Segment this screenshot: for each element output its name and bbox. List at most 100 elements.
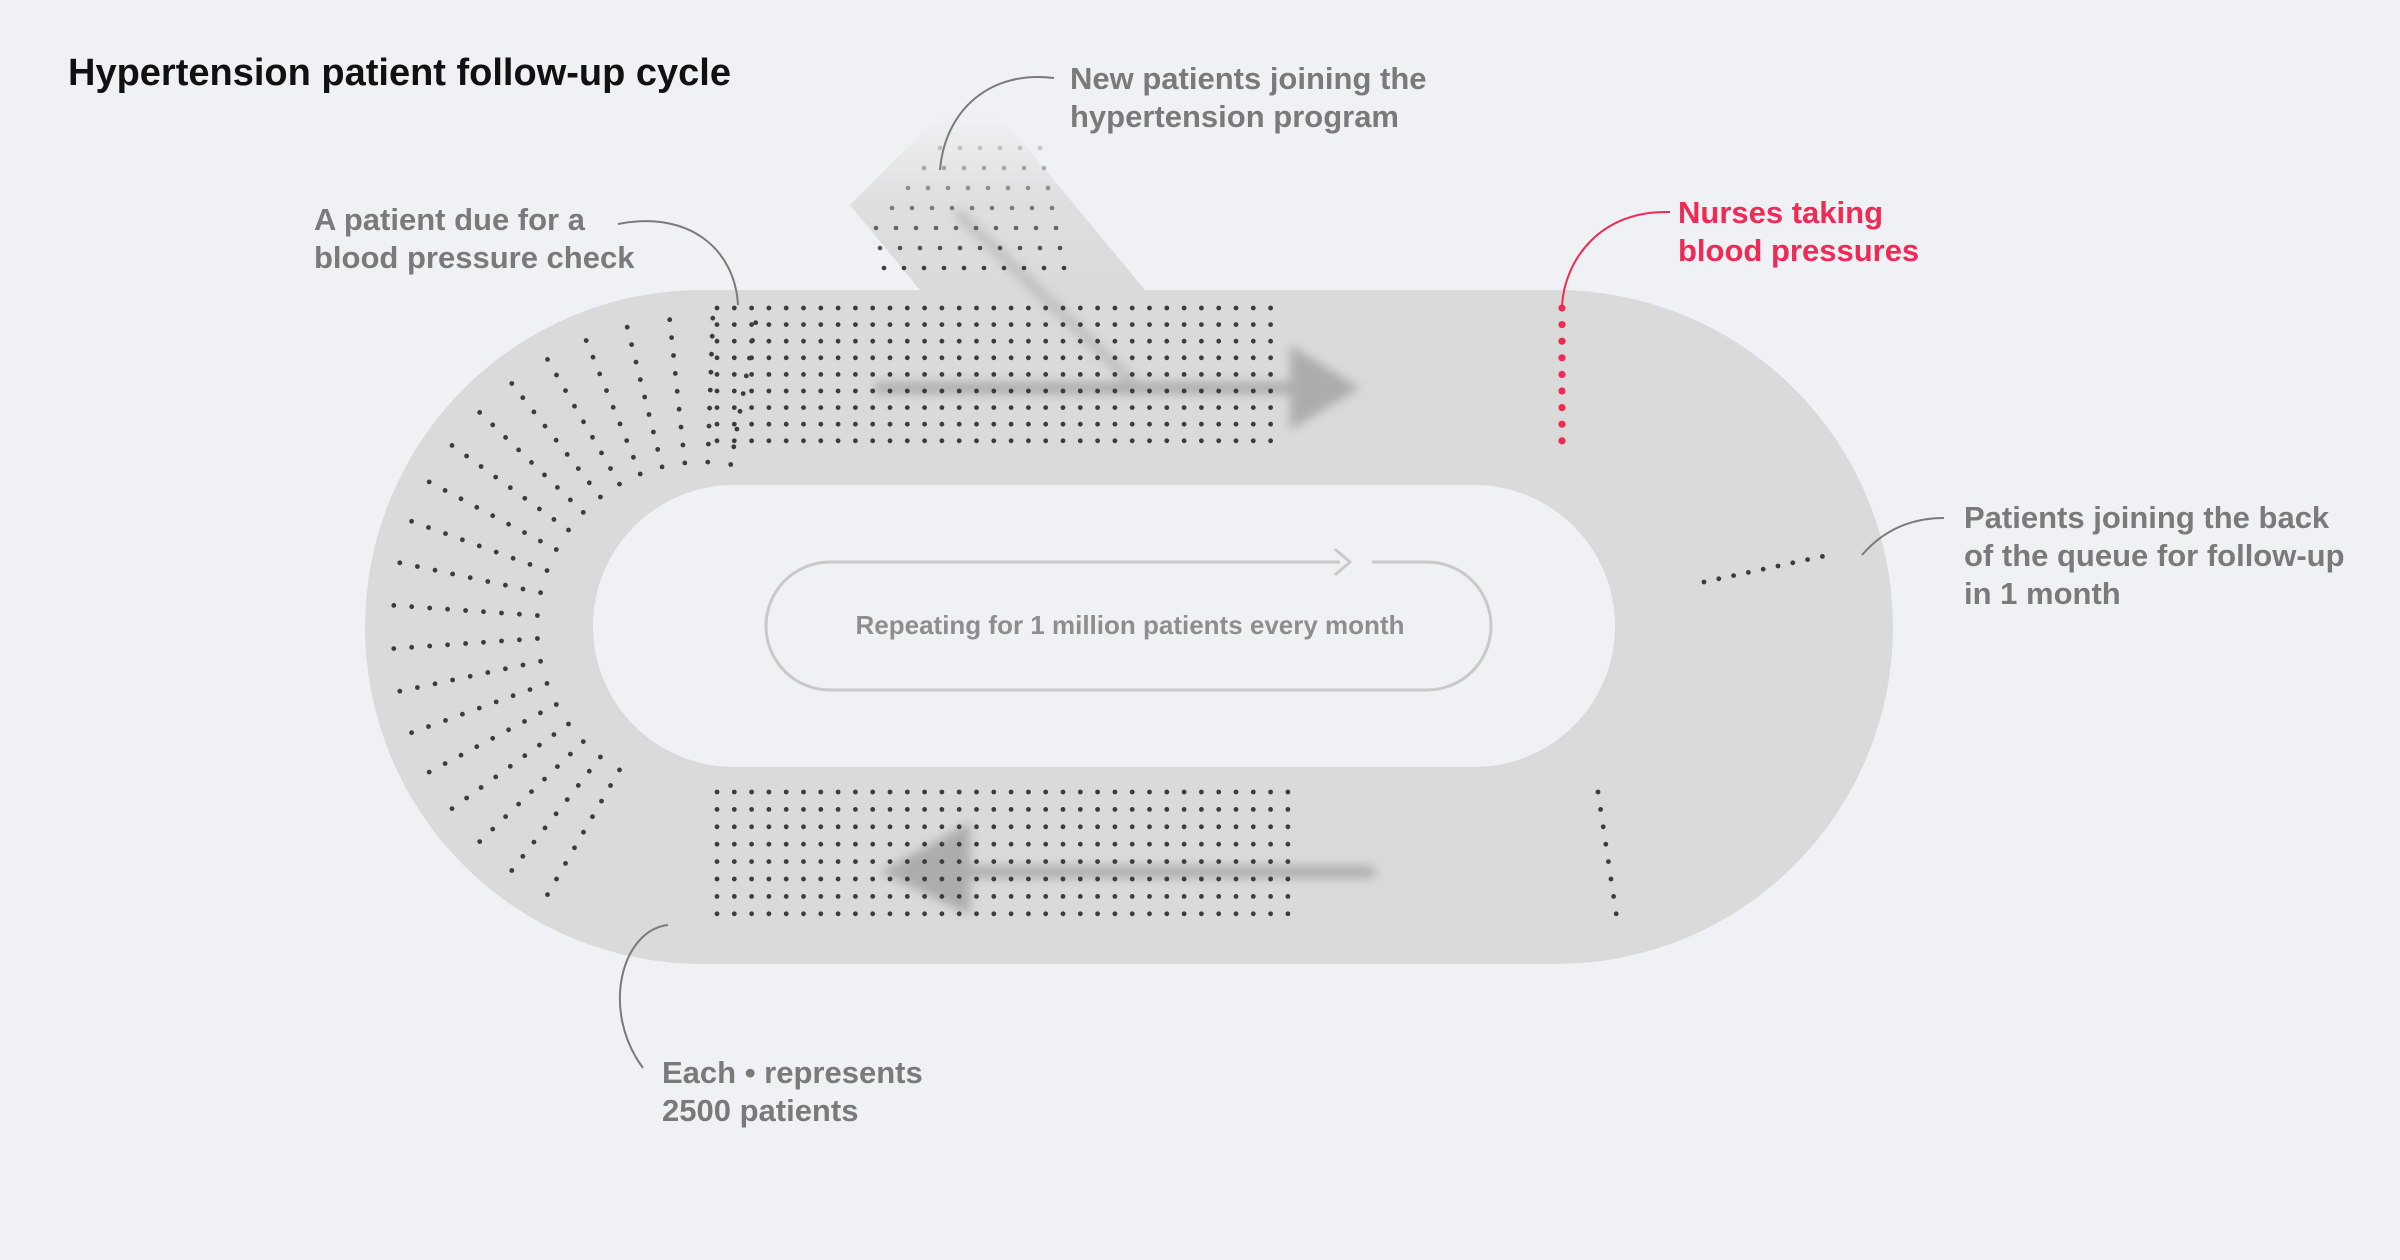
- patient-dot: [853, 894, 858, 899]
- patient-dot: [853, 372, 858, 377]
- patient-dot: [563, 861, 568, 866]
- patient-dot: [1216, 911, 1222, 917]
- patient-dot: [1250, 841, 1256, 847]
- callout-line: blood pressures: [1678, 233, 1920, 268]
- patient-dot: [939, 405, 945, 410]
- patient-dot: [1147, 824, 1152, 830]
- patient-dot: [1233, 372, 1239, 377]
- patient-dot: [1199, 388, 1204, 394]
- patient-dot: [818, 438, 824, 444]
- patient-dot: [551, 732, 557, 737]
- patient-dot: [1008, 305, 1014, 311]
- patient-dot: [1775, 563, 1781, 569]
- callout-new-patients: New patients joining the hypertension pr…: [1070, 60, 1427, 136]
- patient-dot: [818, 789, 824, 795]
- patient-dot: [731, 322, 737, 327]
- patient-dot: [1164, 824, 1170, 830]
- callout-line: 2500 patients: [662, 1093, 859, 1128]
- patient-dot: [749, 405, 754, 410]
- patient-dot: [766, 438, 772, 444]
- patient-dot: [1008, 388, 1014, 394]
- patient-dot: [904, 405, 910, 410]
- patient-dot: [1060, 421, 1066, 427]
- patient-dot: [710, 315, 716, 321]
- patient-dot: [633, 359, 639, 365]
- patient-dot: [1164, 789, 1170, 795]
- patient-dot: [1077, 911, 1083, 917]
- patient-dot: [1181, 438, 1187, 444]
- patient-dot: [1041, 265, 1047, 271]
- patient-dot: [1199, 338, 1204, 344]
- patient-dot: [922, 322, 927, 327]
- patient-dot: [939, 859, 945, 864]
- patient-dot: [631, 454, 636, 460]
- patient-dot: [853, 859, 858, 864]
- patient-dot: [1060, 807, 1066, 812]
- patient-dot: [608, 783, 613, 788]
- patient-dot: [1558, 420, 1566, 428]
- patient-dot: [835, 372, 841, 377]
- patient-dot: [731, 841, 737, 847]
- patient-dot: [1060, 405, 1066, 410]
- patient-dot: [1216, 438, 1222, 444]
- patient-dot: [974, 824, 979, 830]
- patient-dot: [617, 481, 622, 487]
- patient-dot: [1129, 421, 1135, 427]
- patient-dot: [1233, 807, 1239, 812]
- patient-dot: [1181, 807, 1187, 812]
- patient-dot: [801, 421, 806, 427]
- patient-dot: [887, 841, 893, 847]
- patient-dot: [450, 677, 455, 683]
- patient-dot: [624, 438, 630, 443]
- patient-dot: [1268, 338, 1273, 344]
- patient-dot: [749, 894, 754, 899]
- patient-dot: [1613, 911, 1619, 917]
- patient-dot: [1805, 557, 1810, 562]
- patient-dot: [1233, 824, 1239, 830]
- callout-line: blood pressure check: [314, 240, 635, 275]
- patient-dot: [1043, 338, 1049, 344]
- patient-dot: [555, 764, 560, 769]
- patient-dot: [1095, 894, 1100, 899]
- patient-dot: [853, 438, 858, 444]
- patient-dot: [766, 372, 772, 377]
- patient-dot: [893, 225, 899, 231]
- patient-dot: [680, 442, 686, 448]
- patient-dot: [887, 859, 893, 864]
- patient-dot: [1129, 824, 1135, 830]
- patient-dot: [1164, 405, 1170, 410]
- patient-dot: [1181, 322, 1187, 327]
- patient-dot: [853, 338, 858, 344]
- patient-dot: [535, 613, 540, 618]
- patient-dot: [991, 789, 997, 795]
- patient-dot: [520, 662, 526, 668]
- patient-dot: [1026, 372, 1031, 377]
- patient-dot: [1112, 355, 1118, 361]
- flow-arrow-entry: [955, 210, 1135, 385]
- patient-dot: [1558, 404, 1566, 412]
- leader-queue-back: [1861, 517, 1945, 556]
- patient-dot: [974, 405, 979, 410]
- patient-dot: [1112, 894, 1118, 899]
- patient-dot: [1077, 405, 1083, 410]
- patient-dot: [766, 355, 772, 361]
- patient-dot: [818, 876, 824, 882]
- patient-dot: [1112, 824, 1118, 830]
- patient-dot: [1820, 554, 1825, 559]
- patient-dot: [503, 814, 508, 819]
- patient-dot: [706, 441, 711, 447]
- patient-dot: [1008, 876, 1014, 882]
- patient-dot: [1112, 405, 1118, 410]
- patient-dot: [731, 894, 737, 899]
- patient-dot: [783, 388, 789, 394]
- patient-dot: [887, 789, 893, 795]
- patient-dot: [974, 372, 979, 377]
- patient-dot: [1285, 911, 1291, 917]
- patient-dot: [1199, 911, 1204, 917]
- patient-dot: [904, 789, 910, 795]
- patient-dot: [956, 305, 962, 311]
- patient-dot: [965, 185, 971, 191]
- patient-dot: [669, 335, 674, 340]
- patient-dot: [743, 373, 749, 379]
- patient-dot: [973, 225, 979, 231]
